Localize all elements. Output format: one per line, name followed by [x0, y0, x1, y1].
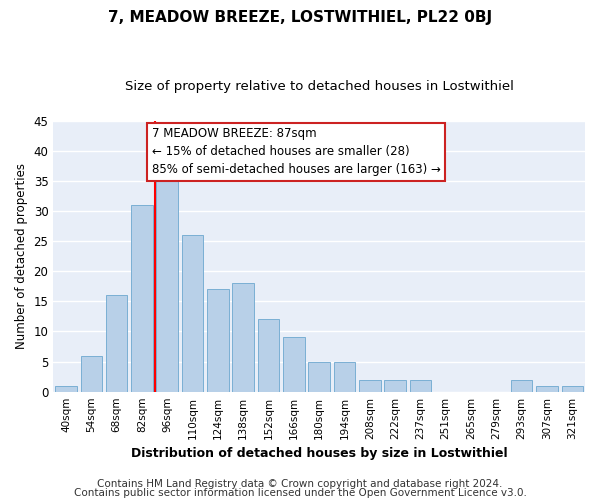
Bar [131, 205, 152, 392]
X-axis label: Distribution of detached houses by size in Lostwithiel: Distribution of detached houses by size … [131, 447, 508, 460]
Bar [55, 386, 77, 392]
Bar [232, 283, 254, 392]
Bar [385, 380, 406, 392]
Bar [106, 296, 127, 392]
Y-axis label: Number of detached properties: Number of detached properties [15, 163, 28, 349]
Bar [182, 235, 203, 392]
Bar [258, 320, 279, 392]
Bar [80, 356, 102, 392]
Bar [410, 380, 431, 392]
Title: Size of property relative to detached houses in Lostwithiel: Size of property relative to detached ho… [125, 80, 514, 93]
Text: 7, MEADOW BREEZE, LOSTWITHIEL, PL22 0BJ: 7, MEADOW BREEZE, LOSTWITHIEL, PL22 0BJ [108, 10, 492, 25]
Text: Contains public sector information licensed under the Open Government Licence v3: Contains public sector information licen… [74, 488, 526, 498]
Bar [359, 380, 380, 392]
Bar [207, 290, 229, 392]
Bar [283, 338, 305, 392]
Bar [511, 380, 532, 392]
Text: Contains HM Land Registry data © Crown copyright and database right 2024.: Contains HM Land Registry data © Crown c… [97, 479, 503, 489]
Bar [562, 386, 583, 392]
Bar [157, 175, 178, 392]
Text: 7 MEADOW BREEZE: 87sqm
← 15% of detached houses are smaller (28)
85% of semi-det: 7 MEADOW BREEZE: 87sqm ← 15% of detached… [152, 128, 440, 176]
Bar [536, 386, 558, 392]
Bar [334, 362, 355, 392]
Bar [308, 362, 330, 392]
